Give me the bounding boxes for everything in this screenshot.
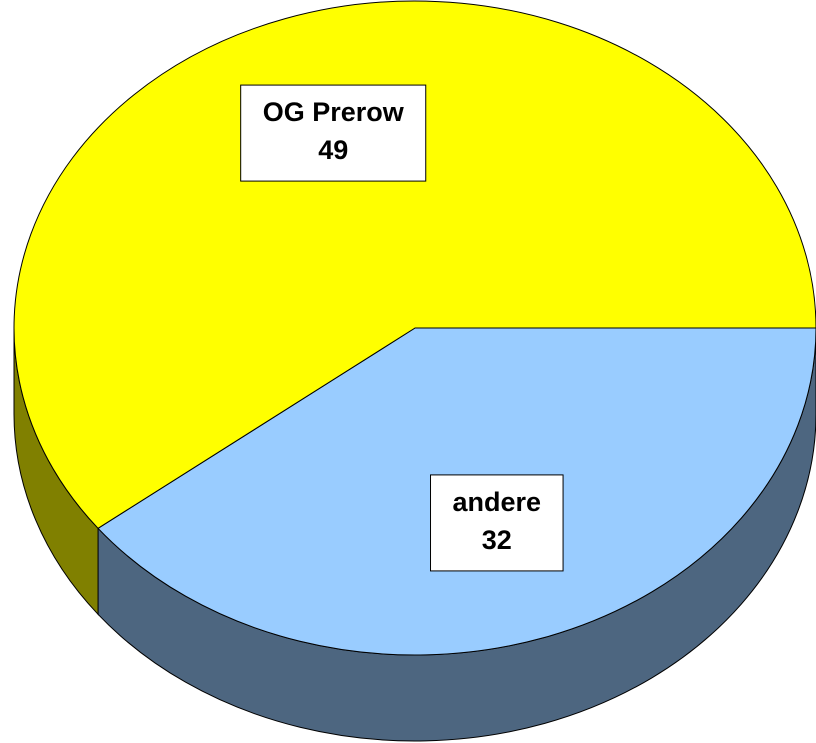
data-labels: andere 32 OG Prerow 49 <box>240 84 564 572</box>
label-box <box>430 474 564 572</box>
label-value: 32 <box>482 525 512 555</box>
label-category: OG Prerow <box>263 97 405 127</box>
label-category: andere <box>453 487 542 517</box>
pie-slice <box>13 0 816 529</box>
label-value: 49 <box>318 135 348 165</box>
label-box <box>240 84 427 182</box>
